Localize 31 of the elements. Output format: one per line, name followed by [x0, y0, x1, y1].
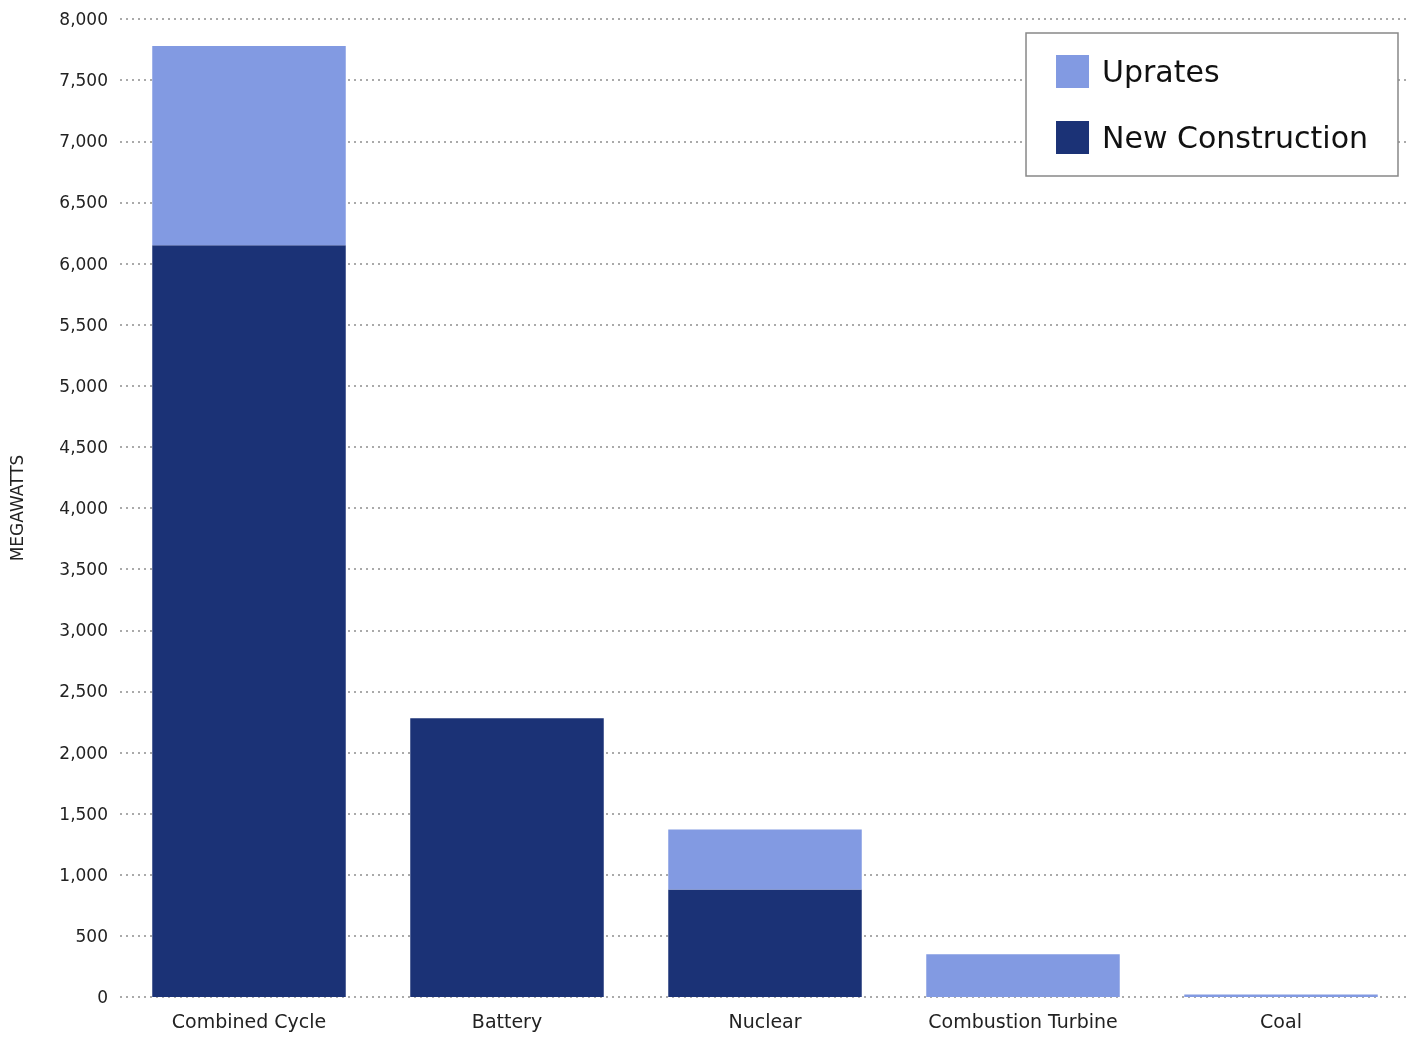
y-tick-label: 2,500 — [59, 681, 108, 702]
bar — [668, 829, 862, 890]
y-tick-label: 5,000 — [59, 375, 108, 396]
y-tick-label: 3,500 — [59, 559, 108, 580]
x-tick-label: Battery — [471, 1009, 543, 1032]
y-tick-label: 4,500 — [59, 436, 108, 457]
bar — [668, 889, 862, 997]
x-tick-label: Combustion Turbine — [928, 1009, 1118, 1032]
y-tick-label: 1,500 — [59, 803, 108, 824]
legend-label: Uprates — [1102, 54, 1220, 89]
x-tick-label: Combined Cycle — [171, 1009, 327, 1032]
bar — [410, 718, 604, 997]
bar — [926, 954, 1120, 997]
y-tick-label: 8,000 — [59, 9, 108, 29]
y-tick-label: 5,500 — [59, 314, 108, 335]
y-tick-label: 7,500 — [59, 70, 108, 91]
y-tick-label: 500 — [75, 925, 108, 946]
legend-label: New Construction — [1102, 120, 1369, 155]
x-tick-label: Coal — [1260, 1009, 1302, 1032]
y-axis-title: MEGAWATTS — [6, 454, 27, 562]
y-tick-label: 6,000 — [59, 253, 108, 274]
y-tick-label: 1,000 — [59, 864, 108, 885]
y-tick-label: 4,000 — [59, 498, 108, 518]
x-tick-label: Nuclear — [728, 1009, 802, 1032]
y-tick-label: 7,000 — [59, 131, 108, 152]
bar — [152, 245, 346, 997]
y-tick-label: 6,500 — [59, 192, 108, 213]
y-tick-label: 3,000 — [59, 620, 108, 641]
y-tick-label: 2,000 — [59, 742, 108, 763]
bar — [152, 45, 346, 246]
y-tick-label: 0 — [97, 987, 108, 1007]
